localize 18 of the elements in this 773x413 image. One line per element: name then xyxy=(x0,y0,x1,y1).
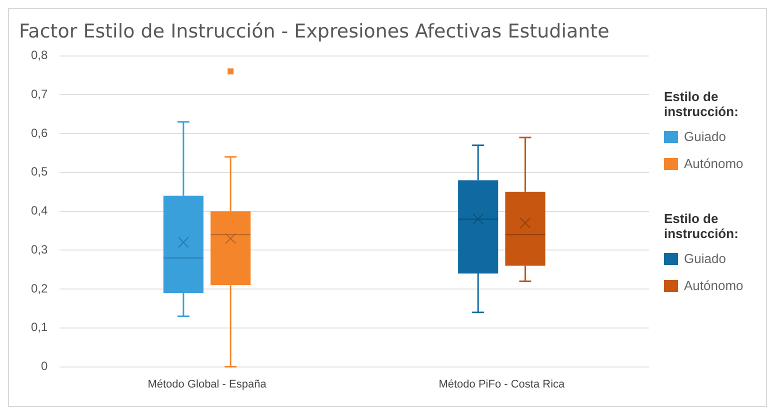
y-tick-label: 0,2 xyxy=(30,281,48,296)
legend-title: Estilo de instrucción: xyxy=(664,89,740,119)
y-tick-label: 0,8 xyxy=(30,48,48,62)
legend-label: Autónomo xyxy=(683,278,744,293)
x-tick-label: Método Global - España xyxy=(148,378,268,390)
y-tick-label: 0 xyxy=(40,359,48,374)
y-tick-label: 0,5 xyxy=(30,164,48,179)
chart-title: Factor Estilo de Instrucción - Expresiones Afectivas Estudiante xyxy=(19,20,610,42)
y-tick-label: 0,4 xyxy=(30,204,48,218)
legend-label: Guiado xyxy=(683,129,727,144)
y-tick-label: 0,7 xyxy=(30,86,48,101)
x-tick-label: Método PiFo - Costa Rica xyxy=(438,378,566,390)
y-tick-label: 0,1 xyxy=(30,320,48,334)
y-tick-label: 0,3 xyxy=(30,242,48,256)
legend-label: Guiado xyxy=(683,251,727,266)
y-tick-label: 0,6 xyxy=(30,126,48,140)
text: Estilo de instrucción: xyxy=(664,211,738,241)
legend-label: Autónomo xyxy=(683,156,744,171)
